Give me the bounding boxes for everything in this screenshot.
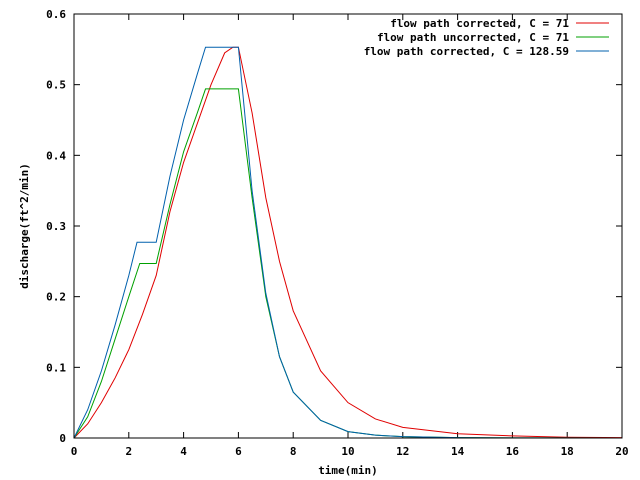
legend-label-2: flow path uncorrected, C = 71 — [377, 31, 569, 44]
x-tick-label: 6 — [235, 445, 242, 458]
x-tick-label: 14 — [451, 445, 465, 458]
x-tick-label: 12 — [396, 445, 409, 458]
legend-label-1: flow path corrected, C = 71 — [390, 17, 569, 30]
series-line-2 — [73, 88, 623, 439]
x-tick-label: 2 — [125, 445, 132, 458]
x-tick-label: 20 — [615, 445, 628, 458]
plot-border — [73, 13, 623, 439]
y-axis-label: discharge(ft^2/min) — [18, 163, 31, 289]
y-tick-label: 0 — [59, 432, 66, 445]
y-tick-label: 0.5 — [46, 79, 66, 92]
legend-label-3: flow path corrected, C = 128.59 — [364, 45, 569, 58]
plot-area — [73, 46, 623, 439]
x-tick-label: 4 — [180, 445, 187, 458]
x-tick-label: 8 — [290, 445, 297, 458]
x-tick-label: 16 — [506, 445, 520, 458]
y-tick-label: 0.6 — [46, 8, 66, 21]
x-axis-label: time(min) — [318, 464, 378, 477]
y-tick-label: 0.3 — [46, 220, 66, 233]
x-tick-label: 18 — [561, 445, 574, 458]
series-line-3 — [73, 46, 623, 439]
x-tick-label: 0 — [71, 445, 78, 458]
x-tick-label: 10 — [341, 445, 354, 458]
axis-ticks: 0 2 4 6 8 10 12 14 16 18 20 0 0.1 0.2 0.3 0.4 0.5 0.6 — [46, 8, 629, 458]
y-tick-label: 0.2 — [46, 291, 66, 304]
y-tick-label: 0.4 — [46, 149, 66, 162]
y-tick-label: 0.1 — [46, 361, 66, 374]
